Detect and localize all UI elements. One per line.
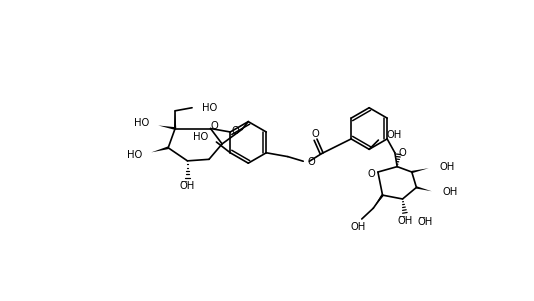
Text: HO: HO (193, 132, 209, 142)
Text: O: O (210, 121, 218, 131)
Polygon shape (151, 147, 169, 152)
Text: OH: OH (439, 162, 455, 172)
Text: O: O (399, 148, 406, 158)
Polygon shape (412, 168, 429, 173)
Text: O̅H: O̅H (397, 216, 412, 226)
Text: O̅H: O̅H (418, 217, 433, 227)
Text: O: O (231, 126, 239, 136)
Polygon shape (373, 194, 383, 208)
Text: HO: HO (134, 118, 149, 128)
Text: OH: OH (386, 130, 402, 141)
Text: OH: OH (350, 222, 366, 232)
Text: O: O (367, 169, 375, 178)
Polygon shape (416, 186, 432, 191)
Text: O̅H: O̅H (180, 181, 195, 191)
Text: HO: HO (202, 103, 217, 113)
Polygon shape (158, 126, 175, 130)
Polygon shape (174, 111, 176, 129)
Text: OH: OH (443, 187, 458, 197)
Text: HO: HO (127, 150, 142, 160)
Text: O: O (307, 157, 315, 167)
Text: O: O (312, 129, 319, 138)
